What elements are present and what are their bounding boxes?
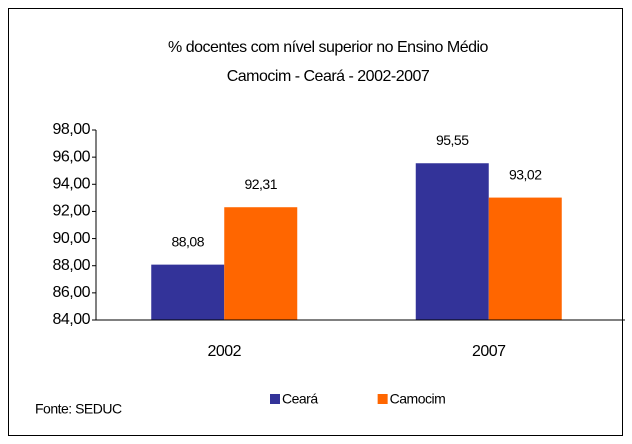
value-label: 95,55 — [436, 132, 469, 148]
y-tick-label: 92,00 — [52, 203, 90, 220]
y-tick-label: 90,00 — [52, 230, 90, 247]
legend-label: Ceará — [282, 391, 318, 407]
bar — [224, 207, 298, 320]
y-tick-label: 84,00 — [52, 311, 90, 328]
x-tick-label: 2002 — [207, 343, 241, 360]
chart-title: % docentes com nível superior no Ensino … — [168, 39, 489, 56]
y-tick-label: 96,00 — [52, 148, 90, 165]
bar — [488, 197, 562, 320]
y-tick-label: 86,00 — [52, 284, 90, 301]
legend-label: Camocim — [390, 391, 446, 407]
value-label: 93,02 — [509, 166, 542, 182]
chart-subtitle: Camocim - Ceará - 2002-2007 — [227, 68, 430, 85]
legend-swatch — [270, 394, 280, 404]
x-tick-label: 2007 — [472, 343, 506, 360]
y-tick-label: 88,00 — [52, 257, 90, 274]
y-tick-label: 94,00 — [52, 176, 90, 193]
y-tick-label: 98,00 — [52, 121, 90, 138]
source-note: Fonte: SEDUC — [35, 401, 122, 417]
legend-swatch — [377, 394, 388, 404]
bar — [151, 264, 225, 320]
value-label: 88,08 — [171, 233, 204, 249]
value-label: 92,31 — [244, 176, 277, 192]
bar — [415, 163, 489, 320]
